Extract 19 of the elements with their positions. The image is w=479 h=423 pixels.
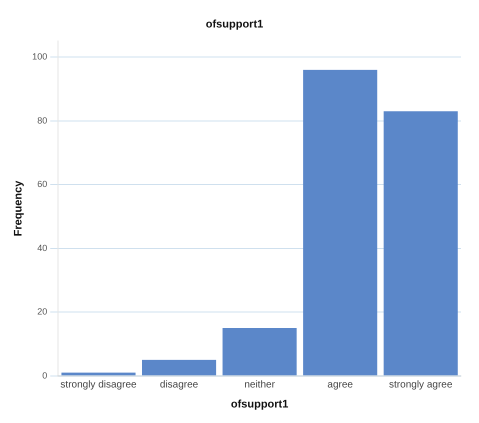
chart-title: ofsupport1 (206, 18, 264, 31)
x-tick-label: strongly disagree (60, 380, 138, 391)
x-axis-title: ofsupport1 (230, 398, 288, 410)
y-tick-label: 60 (37, 179, 48, 190)
bar (384, 111, 458, 376)
x-tick-label: disagree (160, 380, 199, 391)
y-tick-label: 20 (37, 306, 48, 317)
bar (61, 372, 136, 376)
x-tick-label: strongly agree (389, 380, 453, 391)
x-tick-label: agree (327, 380, 354, 391)
y-axis-title: Frequency (12, 180, 25, 236)
bar (142, 360, 216, 376)
y-tick-label: 80 (37, 115, 48, 126)
y-tick-label: 100 (32, 52, 48, 62)
bar (303, 70, 378, 376)
bar (222, 328, 297, 376)
y-tick-label: 40 (37, 242, 48, 253)
y-tick-label: 0 (42, 370, 48, 380)
x-tick-label: neither (244, 380, 276, 391)
